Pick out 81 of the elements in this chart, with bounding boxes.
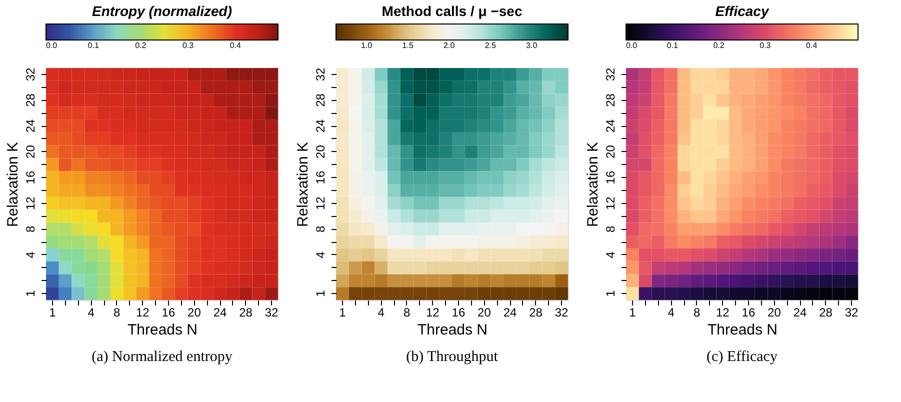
x-tick-label: 12 — [426, 306, 440, 320]
x-tick-label: 20 — [768, 306, 782, 320]
x-tick-label: 28 — [529, 306, 543, 320]
text: (b) Throughput — [406, 349, 499, 365]
x-tick-label: 16 — [452, 306, 466, 320]
y-axis-title: Relaxation K — [4, 142, 22, 228]
x-axis-title: Threads N — [707, 322, 778, 338]
x-tick-label: 8 — [114, 306, 121, 320]
x-tick-label: 16 — [162, 306, 176, 320]
y-tick-label: 12 — [314, 196, 328, 210]
y-tick-label: 8 — [24, 225, 38, 232]
y-axis-title: Relaxation K — [584, 142, 602, 228]
color-bar-label: 2.5 — [484, 41, 496, 50]
x-tick-label: 4 — [668, 306, 675, 320]
color-bar-title: Efficacy — [715, 3, 770, 19]
y-tick-label: 4 — [24, 251, 38, 258]
x-tick-label: 8 — [404, 306, 411, 320]
y-tick-label: 28 — [604, 93, 618, 107]
color-bar-label: 3.0 — [526, 41, 538, 50]
x-tick-label: 12 — [716, 306, 730, 320]
y-tick-label: 16 — [604, 170, 618, 184]
y-tick-label: 8 — [604, 225, 618, 232]
color-bar-label: 1.5 — [402, 41, 414, 50]
color-bar-label: 0.1 — [88, 41, 100, 50]
y-tick-label: 4 — [314, 251, 328, 258]
y-tick-label: 16 — [24, 170, 38, 184]
x-tick-label: 24 — [213, 306, 227, 320]
x-tick-label: 28 — [239, 306, 253, 320]
x-tick-label: 4 — [88, 306, 95, 320]
color-bar-label: 2.0 — [444, 41, 456, 50]
y-tick-label: 32 — [604, 67, 618, 82]
y-tick-label: 28 — [314, 93, 328, 107]
x-tick-label: 4 — [378, 306, 385, 320]
x-tick-label: 1 — [629, 306, 636, 320]
y-tick-label: 1 — [604, 290, 618, 297]
x-tick-label: 20 — [188, 306, 202, 320]
color-bar-label: 0.1 — [666, 41, 679, 50]
x-tick-label: 24 — [793, 306, 807, 320]
color-bar-label: 0.3 — [182, 41, 194, 50]
x-tick-label: 1 — [49, 306, 56, 320]
y-tick-label: 1 — [24, 290, 38, 297]
color-bar-title: Entropy (normalized) — [92, 3, 232, 19]
y-tick-label: 24 — [24, 119, 38, 133]
color-bar-label: 0.3 — [760, 41, 772, 50]
y-tick-label: 20 — [604, 144, 618, 158]
y-tick-label: 32 — [24, 67, 38, 82]
x-tick-label: 16 — [742, 306, 756, 320]
x-tick-label: 12 — [136, 306, 150, 320]
x-tick-label: 20 — [478, 306, 492, 320]
x-tick-label: 32 — [264, 306, 279, 320]
y-tick-label: 12 — [24, 196, 38, 210]
color-bar-label: 1.0 — [360, 41, 373, 50]
x-tick-label: 32 — [554, 306, 569, 320]
text: (c) Efficacy — [706, 349, 778, 365]
x-tick-label: 1 — [339, 306, 346, 320]
text: (a) Normalized entropy — [92, 349, 233, 365]
x-tick-label: 28 — [819, 306, 833, 320]
color-bar-label: 0.2 — [135, 41, 147, 50]
y-tick-label: 32 — [314, 67, 328, 82]
color-bar-label: 0.0 — [46, 41, 58, 50]
y-tick-label: 4 — [604, 251, 618, 258]
y-tick-label: 24 — [314, 119, 328, 133]
y-tick-label: 8 — [314, 225, 328, 232]
color-bar-label: 0.2 — [713, 41, 725, 50]
y-tick-label: 1 — [314, 290, 328, 297]
y-tick-label: 28 — [24, 93, 38, 107]
color-bar-label: 0.4 — [806, 41, 818, 50]
x-tick-label: 24 — [503, 306, 517, 320]
y-tick-label: 20 — [314, 144, 328, 158]
color-bar-label: 0.4 — [230, 41, 242, 50]
y-axis-title: Relaxation K — [294, 142, 312, 228]
x-axis-title: Threads N — [417, 322, 488, 338]
color-bar-title: Method calls / μ −sec — [382, 3, 522, 19]
y-tick-label: 16 — [314, 170, 328, 184]
y-tick-label: 24 — [604, 119, 618, 133]
color-bar-label: 0.0 — [626, 41, 638, 50]
x-tick-label: 8 — [694, 306, 701, 320]
y-tick-label: 12 — [604, 196, 618, 210]
y-tick-label: 20 — [24, 144, 38, 158]
x-tick-label: 32 — [844, 306, 859, 320]
x-axis-title: Threads N — [127, 322, 198, 338]
